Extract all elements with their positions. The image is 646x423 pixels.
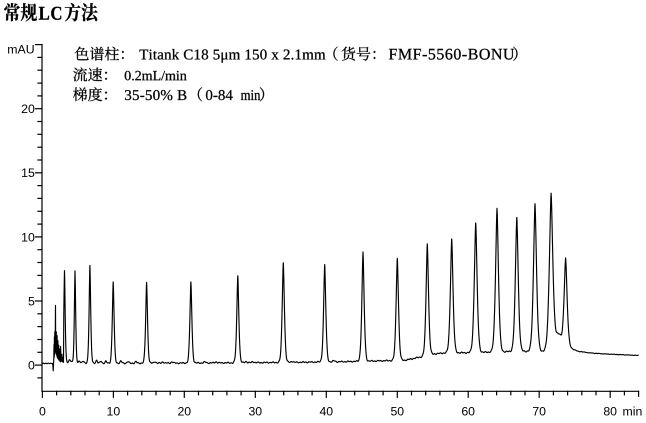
svg-text:70: 70	[532, 405, 546, 419]
svg-text:30: 30	[248, 405, 262, 419]
svg-text:0: 0	[28, 359, 35, 373]
svg-text:10: 10	[21, 230, 35, 244]
svg-text:50: 50	[390, 405, 404, 419]
svg-text:80: 80	[603, 405, 617, 419]
svg-text:20: 20	[177, 405, 191, 419]
svg-text:20: 20	[21, 102, 35, 116]
svg-text:0: 0	[39, 405, 46, 419]
svg-text:5: 5	[28, 294, 35, 308]
svg-text:60: 60	[461, 405, 475, 419]
svg-text:10: 10	[107, 405, 121, 419]
svg-text:15: 15	[21, 166, 35, 180]
svg-text:min: min	[623, 405, 643, 419]
svg-text:mAU: mAU	[7, 43, 34, 57]
svg-text:40: 40	[319, 405, 333, 419]
